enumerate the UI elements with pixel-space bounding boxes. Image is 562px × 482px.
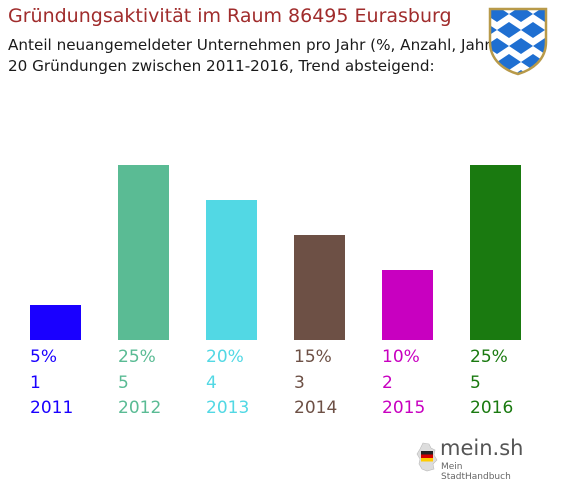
year-label-2016: 2016	[470, 398, 514, 418]
count-label-2013: 4	[206, 373, 217, 393]
bar-2013	[206, 200, 257, 340]
germany-map-icon	[416, 442, 438, 472]
percent-label-2013: 20%	[206, 347, 244, 367]
year-label-2012: 2012	[118, 398, 162, 418]
count-label-2014: 3	[294, 373, 305, 393]
percent-label-2014: 15%	[294, 347, 332, 367]
chart-subtitle-line2: 20 Gründungen zwischen 2011-2016, Trend …	[8, 57, 435, 75]
bar-2012	[118, 165, 169, 340]
percent-label-2015: 10%	[382, 347, 420, 367]
count-label-2016: 5	[470, 373, 481, 393]
year-label-2013: 2013	[206, 398, 250, 418]
bar-2011	[30, 305, 81, 340]
chart-subtitle-line1: Anteil neuangemeldeter Unternehmen pro J…	[8, 36, 497, 54]
bar-2016	[470, 165, 521, 340]
count-label-2015: 2	[382, 373, 393, 393]
percent-label-2016: 25%	[470, 347, 508, 367]
logo-name: mein.sh	[440, 436, 524, 460]
year-label-2015: 2015	[382, 398, 426, 418]
percent-label-2012: 25%	[118, 347, 156, 367]
chart-title: Gründungsaktivität im Raum 86495 Eurasbu…	[8, 5, 452, 27]
bavaria-crest-icon	[488, 7, 548, 76]
count-label-2011: 1	[30, 373, 41, 393]
bar-2015	[382, 270, 433, 340]
year-label-2011: 2011	[30, 398, 74, 418]
bar-2014	[294, 235, 345, 340]
bar-chart	[30, 165, 521, 340]
count-label-2012: 5	[118, 373, 129, 393]
logo: mein.sh Mein StadtHandbuch	[414, 434, 534, 482]
logo-tagline: Mein StadtHandbuch	[441, 462, 511, 482]
year-label-2014: 2014	[294, 398, 338, 418]
percent-label-2011: 5%	[30, 347, 57, 367]
